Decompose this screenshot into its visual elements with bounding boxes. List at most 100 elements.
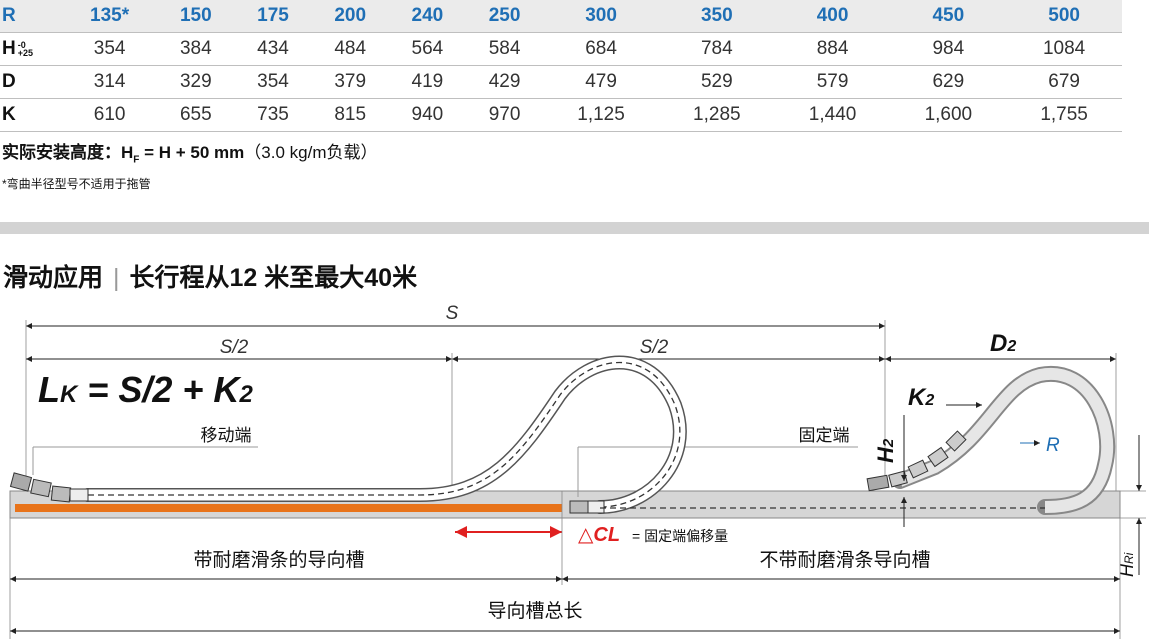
label-delta-cl: △CL xyxy=(578,524,620,546)
hri-sub: Ri xyxy=(1122,552,1136,564)
header-cell: 200 xyxy=(311,0,389,33)
detail-end-bracket xyxy=(866,430,967,492)
row-label-text: H xyxy=(2,38,16,59)
table-cell: 384 xyxy=(157,32,235,66)
formula-rest: = S/2 + K xyxy=(77,369,242,410)
table-cell: 579 xyxy=(774,65,891,99)
table-cell: 784 xyxy=(658,32,775,66)
table-cell: 379 xyxy=(311,65,389,99)
table-cell: 529 xyxy=(658,65,775,99)
table-cell: 584 xyxy=(465,32,544,66)
table-row: H -0 +25 354 384 434 484 564 584 684 784 8… xyxy=(0,32,1122,66)
header-cell: 400 xyxy=(774,0,891,33)
section-title: 滑动应用 | 长行程从12 米至最大40米 xyxy=(3,258,417,294)
table-cell: 1,755 xyxy=(1006,98,1122,132)
install-formula-h: H xyxy=(121,143,134,162)
table-cell: 679 xyxy=(1006,65,1122,99)
hri-main: H xyxy=(1117,563,1137,577)
table-cell: 484 xyxy=(311,32,389,66)
label-fixed-end: 固定端 xyxy=(799,426,850,445)
install-label: 实际安装高度： xyxy=(2,143,121,162)
table-header-row: R 135* 150 175 200 240 250 300 350 400 4… xyxy=(0,0,1122,33)
label-s-half-left: S/2 xyxy=(220,337,249,358)
header-cell: 135* xyxy=(62,0,158,33)
moving-end-bracket xyxy=(9,472,89,503)
table-cell: 429 xyxy=(465,65,544,99)
table-cell: 329 xyxy=(157,65,235,99)
header-cell: 240 xyxy=(388,0,466,33)
table-cell: 419 xyxy=(388,65,466,99)
install-load: （3.0 kg/m负载） xyxy=(244,143,378,162)
cable-chain-dashes xyxy=(88,361,681,508)
label-r: R xyxy=(1046,435,1060,456)
label-delta-cl-desc: = 固定端偏移量 xyxy=(632,528,728,544)
install-formula-rest: = H + 50 mm xyxy=(139,143,245,162)
table-cell: 629 xyxy=(890,65,1007,99)
table-cell: 564 xyxy=(388,32,466,66)
table-cell: 884 xyxy=(774,32,891,66)
sliding-application-diagram: S S/2 S/2 LK = S/2 + K2 移动端 固定端 D2 xyxy=(9,303,1146,639)
label-k2: K2 xyxy=(908,384,934,411)
d2-main: D xyxy=(990,330,1007,357)
d2-sub: 2 xyxy=(1006,338,1016,355)
table-row: K 610 655 735 815 940 970 1,125 1,285 1,… xyxy=(0,98,1122,132)
k2-sub: 2 xyxy=(924,392,934,409)
footnote: *弯曲半径型号不适用于拖管 xyxy=(2,177,151,191)
row-label-h: H -0 +25 xyxy=(0,32,62,66)
header-cell: 175 xyxy=(234,0,312,33)
table-cell: 735 xyxy=(234,98,312,132)
row-label-k: K xyxy=(0,98,62,132)
header-cell: 450 xyxy=(890,0,1007,33)
table-cell: 354 xyxy=(62,32,158,66)
tolerance: -0 +25 xyxy=(17,39,34,58)
section-divider xyxy=(0,222,1149,234)
table-cell: 1084 xyxy=(1006,32,1122,66)
formula-l: L xyxy=(38,369,60,410)
table-cell: 1,285 xyxy=(658,98,775,132)
table-cell: 610 xyxy=(62,98,158,132)
table-cell: 984 xyxy=(890,32,1007,66)
h2-main: H xyxy=(873,446,898,463)
table-cell: 434 xyxy=(234,32,312,66)
table-cell: 1,600 xyxy=(890,98,1007,132)
table-cell: 354 xyxy=(234,65,312,99)
row-label-r: R xyxy=(0,0,62,33)
header-cell: 350 xyxy=(658,0,775,33)
h2-sub: 2 xyxy=(880,438,897,448)
table-cell: 815 xyxy=(311,98,389,132)
fixed-end-bracket xyxy=(569,500,605,514)
section-title-main: 滑动应用 xyxy=(3,264,104,292)
header-cell: 150 xyxy=(157,0,235,33)
spec-table: R 135* 150 175 200 240 250 300 350 400 4… xyxy=(0,0,1122,132)
table-cell: 684 xyxy=(543,32,659,66)
label-guide-with-strip: 带耐磨滑条的导向槽 xyxy=(193,549,364,571)
table-cell: 1,125 xyxy=(543,98,659,132)
k2-main: K xyxy=(908,384,927,411)
table-cell: 479 xyxy=(543,65,659,99)
table-cell: 655 xyxy=(157,98,235,132)
section-title-separator: | xyxy=(113,264,120,292)
install-formula-sub: F xyxy=(133,154,140,166)
table-cell: 970 xyxy=(465,98,544,132)
tolerance-top: -0 xyxy=(17,39,26,50)
label-hri: HRi xyxy=(1117,552,1137,577)
tolerance-bottom: +25 xyxy=(17,47,34,58)
label-d2: D2 xyxy=(990,330,1016,357)
section-title-sub: 长行程从12 米至最大40米 xyxy=(129,264,418,292)
install-height-note: 实际安装高度：HF = H + 50 mm（3.0 kg/m负载） xyxy=(2,138,377,165)
header-cell: 300 xyxy=(543,0,659,33)
row-label-d: D xyxy=(0,65,62,99)
formula-lk: LK = S/2 + K2 xyxy=(38,369,253,410)
label-moving-end: 移动端 xyxy=(201,426,252,445)
label-guide-without-strip: 不带耐磨滑条导向槽 xyxy=(759,549,930,571)
table-cell: 1,440 xyxy=(774,98,891,132)
label-guide-total: 导向槽总长 xyxy=(487,600,582,622)
label-s-half-right: S/2 xyxy=(640,337,669,358)
table-row: D 314 329 354 379 419 429 479 529 579 62… xyxy=(0,65,1122,99)
label-h2: H2 xyxy=(873,438,898,463)
label-s: S xyxy=(446,303,459,324)
wear-strip xyxy=(15,504,562,512)
header-cell: 500 xyxy=(1006,0,1122,33)
formula-rest-sub: 2 xyxy=(238,381,253,408)
formula-l-sub: K xyxy=(60,381,79,408)
